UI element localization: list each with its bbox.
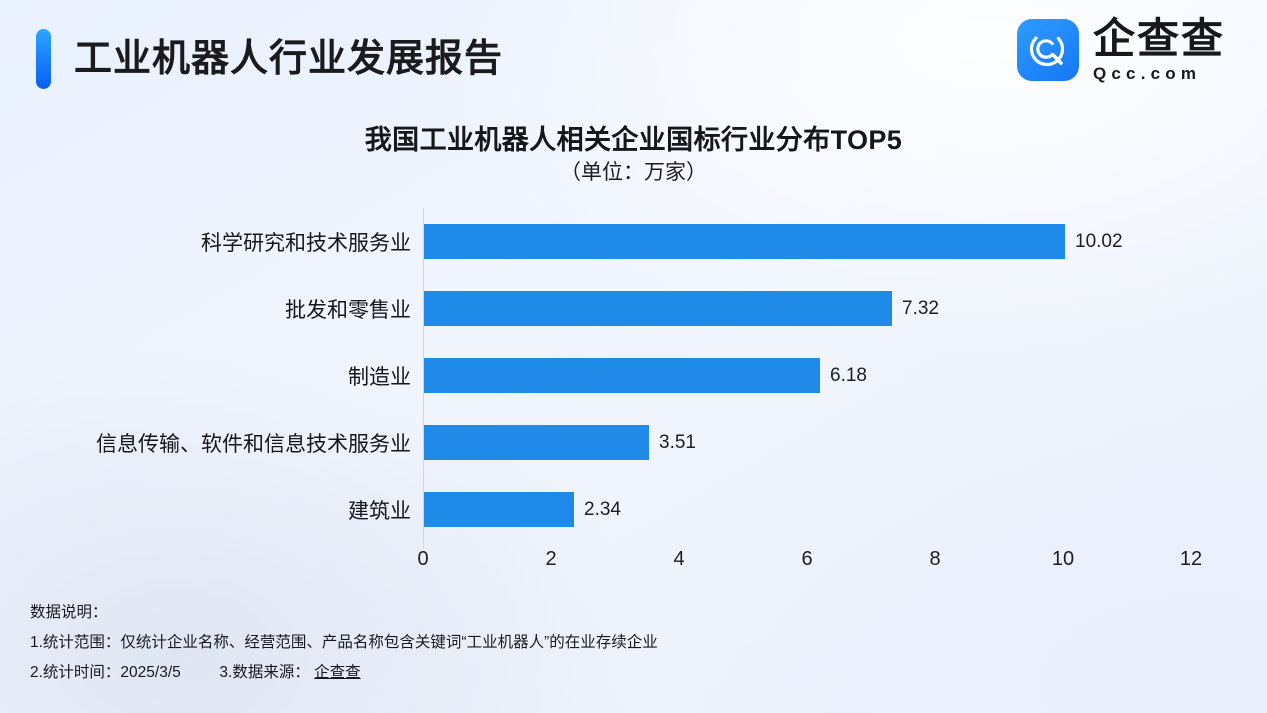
notes-source-label: 3.数据来源：: [219, 664, 310, 681]
bar-segment: [424, 224, 1065, 259]
title-accent-bar: [36, 29, 51, 89]
bar-segment: [424, 358, 820, 393]
bar-value-label: 2.34: [584, 498, 621, 520]
chart-row: 批发和零售业 7.32: [0, 275, 1267, 342]
category-label: 信息传输、软件和信息技术服务业: [96, 432, 411, 456]
notes-source-value: 企查查: [314, 664, 361, 681]
chart-row: 建筑业 2.34: [0, 476, 1267, 543]
bar-value-label: 3.51: [659, 431, 696, 453]
chart-row: 制造业 6.18: [0, 342, 1267, 409]
x-axis-tick: 8: [929, 548, 941, 570]
x-axis-tick: 10: [1051, 548, 1075, 570]
qcc-logo-icon: [1016, 19, 1079, 81]
brand-logo: 企查查 Qcc.com: [1016, 15, 1225, 83]
bar-value-label: 10.02: [1075, 230, 1123, 252]
logo-wordmark: 企查查 Qcc.com: [1092, 15, 1225, 83]
x-axis-tick: 4: [673, 548, 685, 570]
logo-cn-text: 企查查: [1092, 15, 1225, 62]
category-label: 科学研究和技术服务业: [201, 231, 411, 255]
chart-row: 科学研究和技术服务业 10.02: [0, 208, 1267, 275]
notes-scope: 1.统计范围：仅统计企业名称、经营范围、产品名称包含关键词“工业机器人”的在业存…: [30, 634, 658, 651]
chart-title: 我国工业机器人相关企业国标行业分布TOP5: [364, 125, 903, 155]
bar-chart: 科学研究和技术服务业 10.02 批发和零售业 7.32 制造业 6.18 信息…: [0, 200, 1267, 590]
data-notes: 数据说明： 1.统计范围：仅统计企业名称、经营范围、产品名称包含关键词“工业机器…: [30, 598, 1130, 688]
notes-time-source: 2.统计时间：2025/3/5 3.数据来源： 企查查: [30, 658, 1130, 688]
notes-heading: 数据说明：: [30, 604, 108, 621]
chart-subtitle: （单位：万家）: [560, 161, 707, 184]
bar-value-label: 7.32: [902, 297, 939, 319]
chart-row: 信息传输、软件和信息技术服务业 3.51: [0, 409, 1267, 476]
logo-domain-text: Qcc.com: [1092, 64, 1202, 83]
bar-value-label: 6.18: [830, 364, 867, 386]
bar-segment: [424, 291, 892, 326]
bar-segment: [424, 425, 649, 460]
x-axis-tick: 2: [545, 548, 557, 570]
category-label: 批发和零售业: [285, 298, 411, 322]
x-axis-tick: 12: [1179, 548, 1203, 570]
x-axis-tick: 6: [801, 548, 813, 570]
page-title: 工业机器人行业发展报告: [74, 38, 504, 80]
notes-time: 2.统计时间：2025/3/5: [30, 664, 181, 681]
y-axis-line: [423, 208, 424, 548]
category-label: 制造业: [348, 365, 411, 389]
x-axis-tick: 0: [417, 548, 429, 570]
bar-segment: [424, 492, 574, 527]
category-label: 建筑业: [348, 499, 411, 523]
page-header: 工业机器人行业发展报告 企查查 Qcc.com: [0, 0, 1267, 112]
